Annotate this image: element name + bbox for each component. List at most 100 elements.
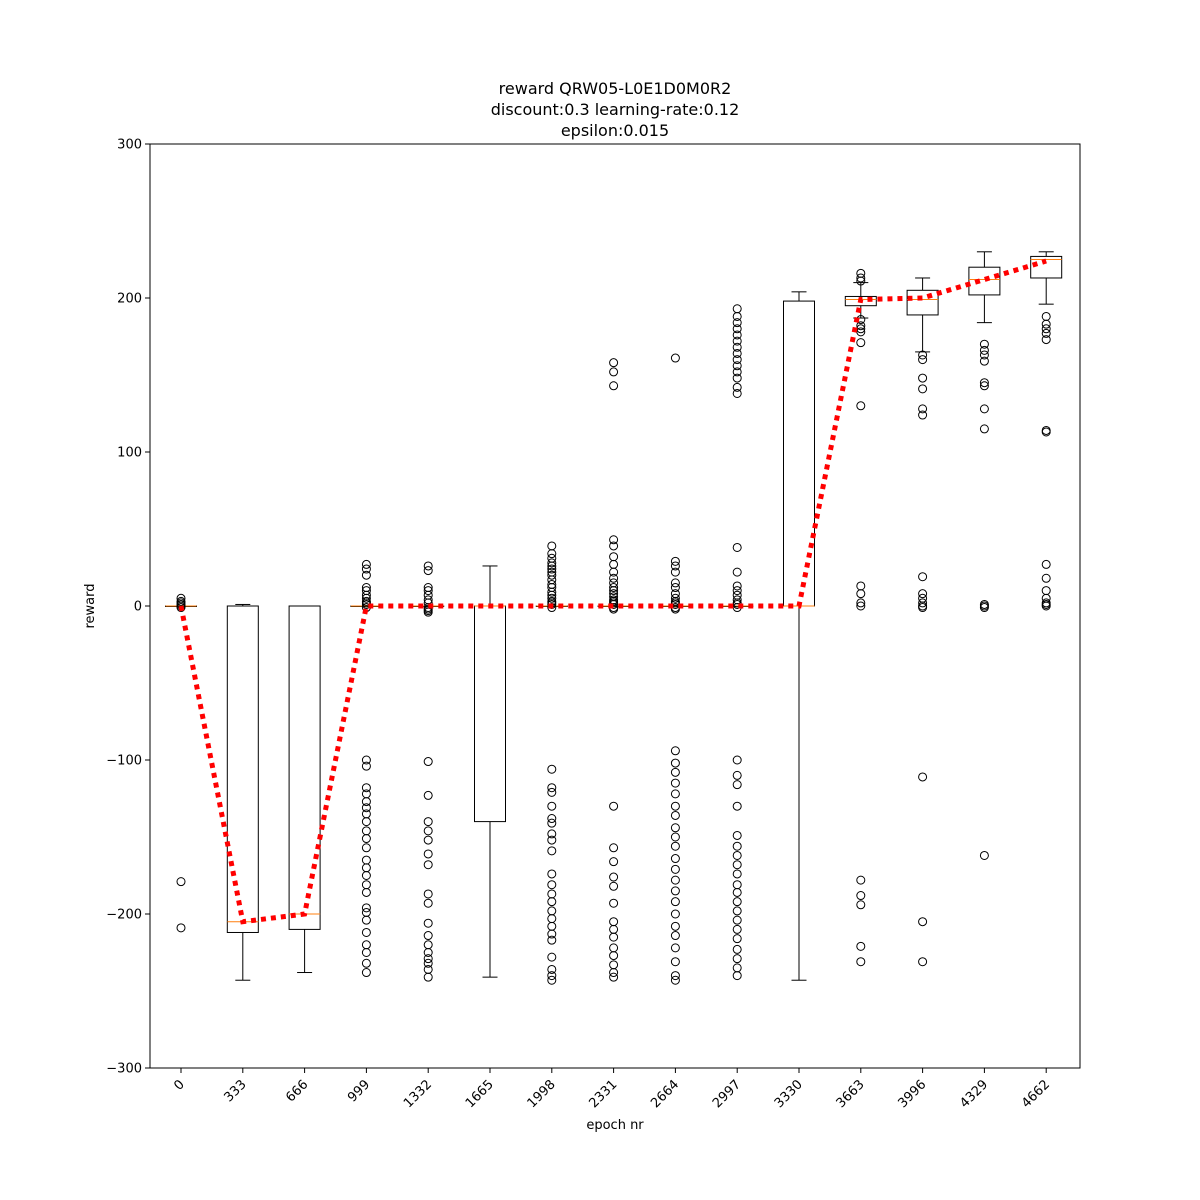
outlier-point [361, 927, 371, 937]
outlier-point [547, 561, 557, 571]
outlier-point [670, 353, 680, 363]
outlier-point [670, 789, 680, 799]
outlier-point [547, 564, 557, 574]
outlier-point [423, 835, 433, 845]
outlier-point [547, 783, 557, 793]
outlier-point [361, 797, 371, 807]
outlier-point [423, 958, 433, 968]
outlier-point [423, 860, 433, 870]
outlier-point [423, 590, 433, 600]
x-tick-label: 4329 [957, 1077, 991, 1111]
x-tick-label: 999 [345, 1077, 373, 1105]
box-4662 [1030, 255, 1063, 279]
x-tick-label: 3663 [834, 1077, 868, 1111]
outlier-point [609, 586, 619, 596]
outlier-point [361, 887, 371, 897]
box-3330 [783, 300, 815, 607]
outlier-point [732, 361, 742, 371]
outlier-point [979, 378, 989, 388]
outlier-point [547, 897, 557, 907]
outlier-point [670, 604, 680, 614]
outlier-point [732, 841, 742, 851]
outlier-point [361, 958, 371, 968]
outlier-point [918, 355, 928, 365]
plot-area [165, 251, 1063, 985]
outlier-point [547, 880, 557, 890]
outlier-point [856, 338, 866, 348]
outlier-point [732, 850, 742, 860]
outlier-point [856, 321, 866, 331]
outlier-point [856, 273, 866, 283]
outlier-point [609, 951, 619, 961]
outlier-point [856, 598, 866, 608]
outlier-point [670, 589, 680, 599]
outlier-point [732, 388, 742, 398]
outlier-point [979, 424, 989, 434]
outlier-point [361, 940, 371, 950]
outlier-point [361, 843, 371, 853]
outlier-point [918, 410, 928, 420]
outlier-point [423, 826, 433, 836]
outlier-point [547, 935, 557, 945]
outlier-point [979, 381, 989, 391]
outlier-point [423, 586, 433, 596]
outlier-point [732, 971, 742, 981]
outlier-point [361, 834, 371, 844]
outlier-point [732, 860, 742, 870]
outlier-point [1041, 319, 1051, 329]
outlier-point [547, 814, 557, 824]
outlier-point [732, 801, 742, 811]
outlier-point [609, 541, 619, 551]
x-tick-label: 333 [221, 1077, 249, 1105]
outlier-point [609, 567, 619, 577]
outlier-point [1041, 324, 1051, 334]
outlier-point [856, 581, 866, 591]
outlier-point [547, 835, 557, 845]
outlier-point [609, 358, 619, 368]
outlier-point [732, 581, 742, 591]
outlier-point [918, 598, 928, 608]
outlier-point [609, 843, 619, 853]
outlier-point [547, 818, 557, 828]
outlier-point [609, 917, 619, 927]
outlier-point [732, 342, 742, 352]
outlier-point [423, 566, 433, 576]
chart-title-line-1: reward QRW05-L0E1D0M0R2 [499, 79, 732, 98]
outlier-point [361, 871, 371, 880]
outlier-point [547, 593, 557, 603]
outlier-point [609, 943, 619, 953]
outlier-point [547, 764, 557, 774]
outlier-point [547, 952, 557, 962]
outlier-point [856, 601, 866, 611]
outlier-point [361, 761, 371, 771]
outlier-point [979, 350, 989, 360]
outlier-point [732, 915, 742, 925]
outlier-point [609, 552, 619, 562]
outlier-point [609, 932, 619, 942]
outlier-point [670, 921, 680, 931]
outlier-point [547, 889, 557, 899]
outlier-point [670, 767, 680, 777]
outlier-point [1041, 573, 1051, 583]
outlier-point [423, 898, 433, 908]
box-3996 [906, 289, 939, 316]
outlier-point [1041, 559, 1051, 569]
outlier-point [547, 553, 557, 563]
outlier-point [609, 381, 619, 391]
outlier-point [670, 556, 680, 566]
outlier-point [979, 850, 989, 860]
y-tick-label: 200 [117, 292, 142, 307]
outlier-point [609, 559, 619, 569]
outlier-point [670, 593, 680, 603]
y-tick-label: 100 [117, 446, 142, 461]
outlier-point [856, 941, 866, 951]
outlier-point [918, 404, 928, 414]
outlier-point [609, 968, 619, 978]
x-tick-label: 2997 [710, 1077, 744, 1111]
outlier-point [361, 559, 371, 569]
outlier-point [918, 593, 928, 603]
outlier-point [732, 542, 742, 552]
outlier-point [609, 872, 619, 882]
outlier-point [547, 975, 557, 985]
outlier-point [361, 803, 371, 813]
